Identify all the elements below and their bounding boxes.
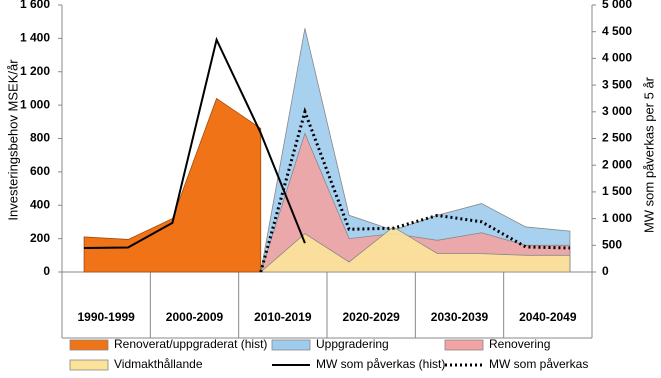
x-tick-label: 2040-2049: [519, 310, 577, 324]
legend-label: MW som påverkas (hist): [316, 357, 445, 371]
y-tick-label: 800: [30, 131, 50, 145]
y2-tick-label: 2 500: [602, 131, 632, 145]
y-tick-label: 1 400: [20, 31, 50, 45]
y2-tick-label: 2 000: [602, 157, 632, 171]
y-tick-label: 1 200: [20, 64, 50, 78]
y2-tick-label: 3 500: [602, 77, 632, 91]
legend-swatch: [69, 339, 109, 351]
x-tick-label: 1990-1999: [77, 310, 135, 324]
legend-label: Vidmakthållande: [114, 357, 203, 371]
line: [84, 36, 306, 249]
area: [259, 226, 571, 273]
y-tick-label: 0: [43, 264, 50, 278]
x-tick-label: 2010-2019: [254, 310, 312, 324]
legend-label: Renoverat/uppgraderat (hist): [114, 337, 267, 351]
legend-swatch: [444, 339, 484, 351]
y-tick-label: 400: [30, 197, 50, 211]
legend-label: Renovering: [489, 337, 550, 351]
y2-tick-label: 0: [602, 264, 609, 278]
legend-swatch: [69, 359, 109, 371]
x-tick-label: 2020-2029: [342, 310, 400, 324]
legend-label: MW som påverkas: [489, 357, 588, 371]
x-tick-label: 2000-2009: [166, 310, 224, 324]
y-tick-label: 1 000: [20, 97, 50, 111]
y2-axis-title: MW som påverkas per 5 år: [641, 76, 656, 233]
y2-tick-label: 3 000: [602, 104, 632, 118]
y2-tick-label: 1 000: [602, 211, 632, 225]
y2-tick-label: 500: [602, 237, 622, 251]
x-tick-label: 2030-2039: [431, 310, 489, 324]
y-tick-label: 200: [30, 231, 50, 245]
y-tick-label: 600: [30, 164, 50, 178]
y-tick-label: 1 600: [20, 0, 50, 11]
y2-tick-label: 4 500: [602, 24, 632, 38]
y2-tick-label: 4 000: [602, 51, 632, 65]
y-axis-title: Investeringsbehov MSEK/år: [5, 59, 20, 221]
area: [83, 97, 262, 273]
legend-label: Uppgradering: [316, 337, 389, 351]
y2-tick-label: 1 500: [602, 184, 632, 198]
legend-swatch: [271, 339, 311, 351]
y2-tick-label: 5 000: [602, 0, 632, 11]
